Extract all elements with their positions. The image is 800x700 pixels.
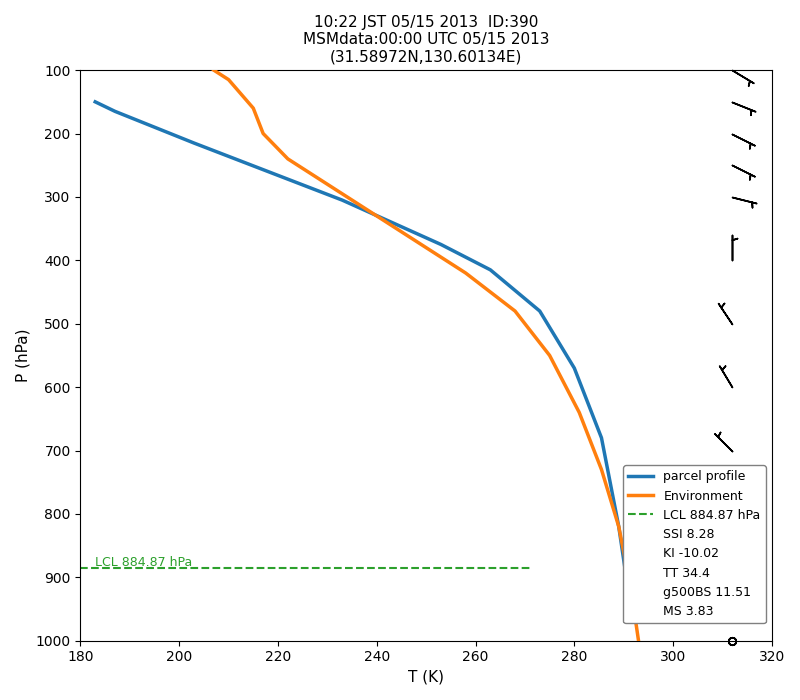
Environment [209, 66, 218, 74]
parcel profile [436, 240, 446, 248]
X-axis label: T (K): T (K) [408, 670, 444, 685]
parcel profile [386, 218, 396, 227]
Legend: parcel profile, Environment, LCL 884.87 hPa, SSI 8.28, KI -10.02, TT 34.4, g500B: parcel profile, Environment, LCL 884.87 … [623, 466, 766, 623]
Environment [510, 307, 520, 315]
Environment [461, 269, 470, 277]
Environment [614, 522, 623, 531]
Environment [411, 237, 421, 246]
parcel profile [190, 139, 199, 147]
Environment [362, 205, 372, 214]
Environment [224, 76, 234, 84]
Environment [545, 351, 554, 360]
Environment [249, 104, 258, 113]
Environment [597, 466, 606, 474]
parcel profile [570, 364, 579, 372]
Environment [322, 180, 332, 188]
Line: parcel profile: parcel profile [95, 102, 629, 593]
Y-axis label: P (hPa): P (hPa) [15, 329, 30, 382]
parcel profile [535, 307, 545, 315]
parcel profile [338, 196, 347, 204]
parcel profile [90, 97, 100, 106]
Environment [283, 155, 293, 163]
parcel profile [110, 107, 120, 116]
Text: LCL 884.87 hPa: LCL 884.87 hPa [95, 556, 193, 569]
Title: 10:22 JST 05/15 2013  ID:390
MSMdata:00:00 UTC 05/15 2013
(31.58972N,130.60134E): 10:22 JST 05/15 2013 ID:390 MSMdata:00:0… [303, 15, 550, 65]
parcel profile [597, 433, 606, 442]
parcel profile [288, 177, 298, 186]
Line: Environment: Environment [214, 70, 638, 640]
Environment [574, 408, 584, 416]
parcel profile [624, 589, 634, 597]
parcel profile [486, 265, 495, 274]
parcel profile [150, 123, 159, 132]
parcel profile [614, 522, 623, 531]
Environment [626, 586, 636, 594]
Environment [258, 130, 268, 138]
parcel profile [238, 158, 248, 167]
Environment [634, 636, 643, 645]
